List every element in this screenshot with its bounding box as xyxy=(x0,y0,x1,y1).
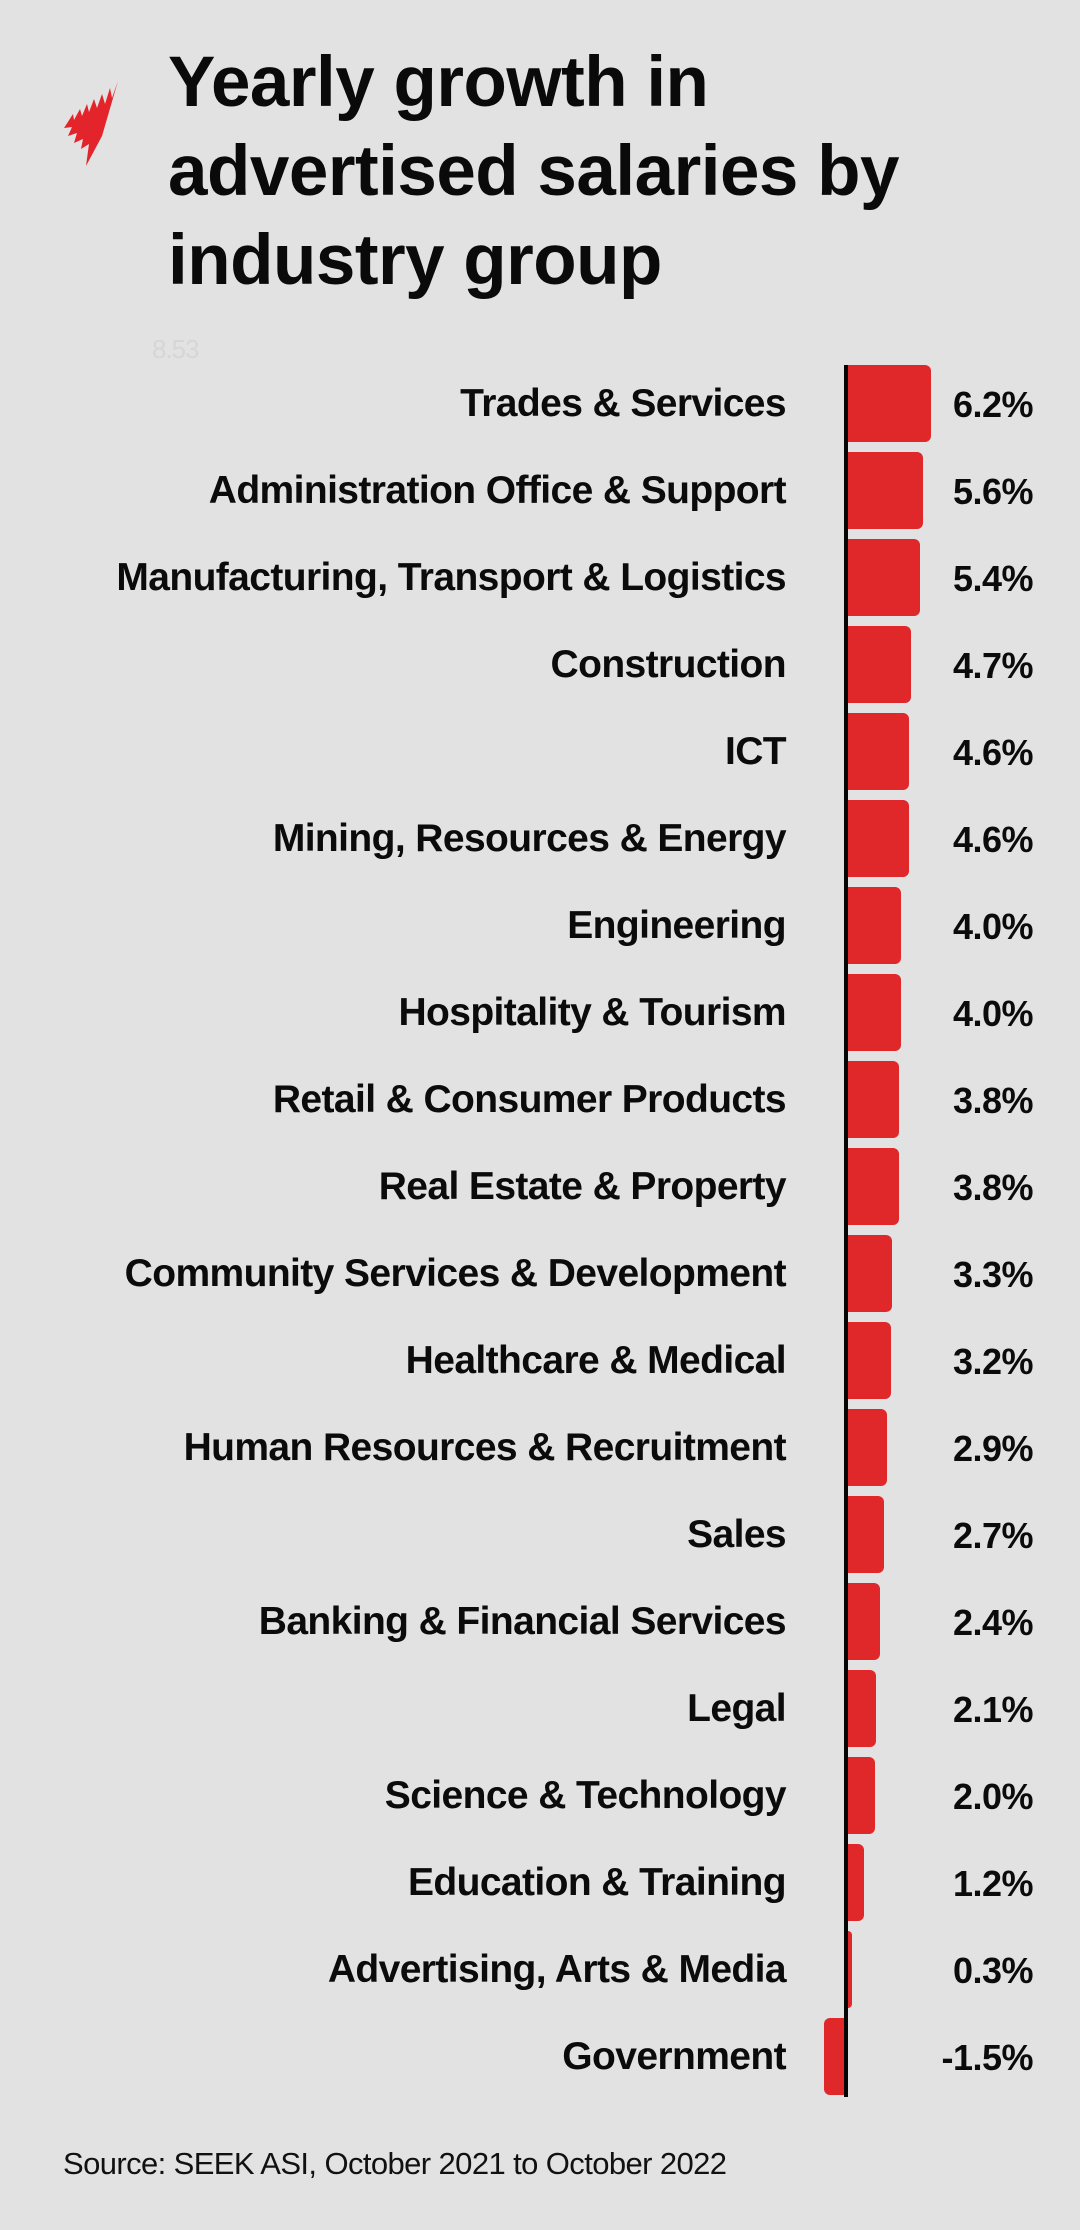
bar xyxy=(848,713,910,790)
value-label: 5.4% xyxy=(952,558,1034,599)
value-label: 2.4% xyxy=(952,1602,1034,1643)
category-label: Engineering xyxy=(567,904,786,947)
bar-row: Education & Training 1.2% xyxy=(0,1844,1080,1921)
value-label: 3.2% xyxy=(952,1341,1034,1382)
category-label: Science & Technology xyxy=(384,1774,787,1817)
category-label: Banking & Financial Services xyxy=(258,1600,787,1643)
bar-row: Retail & Consumer Products 3.8% xyxy=(0,1061,1080,1138)
bar xyxy=(848,1061,899,1138)
bar xyxy=(848,1931,852,2008)
bar-row: Administration Office & Support 5.6% xyxy=(0,452,1080,529)
value-label: 2.0% xyxy=(952,1776,1034,1817)
bar-row: Government -1.5% xyxy=(0,2018,1080,2095)
value-label: 4.6% xyxy=(952,732,1034,773)
bar xyxy=(848,1844,865,1921)
category-label: Trades & Services xyxy=(460,382,786,425)
chart-title: Yearly growth in advertised salaries by … xyxy=(168,43,900,300)
category-label: Administration Office & Support xyxy=(208,469,787,512)
value-label: 2.1% xyxy=(952,1689,1034,1730)
value-label: 6.2% xyxy=(952,384,1034,425)
bar-row: Legal 2.1% xyxy=(0,1670,1080,1747)
bar xyxy=(848,800,910,877)
bar xyxy=(823,2018,844,2095)
category-label: Hospitality & Tourism xyxy=(398,991,786,1034)
bar-row: Hospitality & Tourism 4.0% xyxy=(0,974,1080,1051)
bar-row: ICT 4.6% xyxy=(0,713,1080,790)
zero-axis-line xyxy=(844,365,848,2097)
bar xyxy=(848,1670,877,1747)
bar xyxy=(848,1757,875,1834)
bar-row: Science & Technology 2.0% xyxy=(0,1757,1080,1834)
bar xyxy=(848,452,923,529)
category-label: Manufacturing, Transport & Logistics xyxy=(116,556,786,599)
value-label: 1.2% xyxy=(952,1863,1034,1904)
category-label: Construction xyxy=(550,643,787,686)
value-label: -1.5% xyxy=(941,2037,1033,2078)
source-note: Source: SEEK ASI, October 2021 to Octobe… xyxy=(63,2146,727,2181)
bar xyxy=(848,1496,885,1573)
value-label: 4.0% xyxy=(952,993,1034,1034)
category-label: Mining, Resources & Energy xyxy=(272,817,787,860)
bar xyxy=(848,626,911,703)
bar xyxy=(848,365,931,442)
category-label: Community Services & Development xyxy=(124,1252,787,1295)
sbs-logo-icon xyxy=(64,81,118,166)
category-label: Government xyxy=(562,2035,786,2078)
bar xyxy=(848,1235,893,1312)
value-label: 3.8% xyxy=(952,1080,1034,1121)
value-label: 0.3% xyxy=(952,1950,1034,1991)
value-label: 4.7% xyxy=(952,645,1034,686)
bar-row: Advertising, Arts & Media 0.3% xyxy=(0,1931,1080,2008)
ghost-text: 8.53 xyxy=(152,334,200,364)
value-label: 4.0% xyxy=(952,906,1034,947)
value-label: 4.6% xyxy=(952,819,1034,860)
bar xyxy=(848,1583,881,1660)
category-label: Advertising, Arts & Media xyxy=(327,1948,787,1991)
category-label: Real Estate & Property xyxy=(378,1165,787,1208)
value-label: 5.6% xyxy=(952,471,1034,512)
bar-row: Sales 2.7% xyxy=(0,1496,1080,1573)
bar-row: Construction 4.7% xyxy=(0,626,1080,703)
bar-row: Real Estate & Property 3.8% xyxy=(0,1148,1080,1225)
bar-row: Banking & Financial Services 2.4% xyxy=(0,1583,1080,1660)
bar xyxy=(848,539,921,616)
category-label: ICT xyxy=(724,730,787,773)
bar-row: Healthcare & Medical 3.2% xyxy=(0,1322,1080,1399)
bar xyxy=(848,1322,891,1399)
value-label: 3.8% xyxy=(952,1167,1034,1208)
bar-row: Engineering 4.0% xyxy=(0,887,1080,964)
bar xyxy=(848,1409,887,1486)
category-label: Human Resources & Recruitment xyxy=(183,1426,787,1469)
bar xyxy=(848,974,902,1051)
bar xyxy=(848,887,902,964)
bar-row: Trades & Services 6.2% xyxy=(0,365,1080,442)
value-label: 2.9% xyxy=(952,1428,1034,1469)
category-label: Legal xyxy=(687,1687,786,1730)
bar-row: Human Resources & Recruitment 2.9% xyxy=(0,1409,1080,1486)
category-label: Education & Training xyxy=(407,1861,787,1904)
value-label: 3.3% xyxy=(952,1254,1034,1295)
category-label: Retail & Consumer Products xyxy=(272,1078,787,1121)
value-label: 2.7% xyxy=(952,1515,1034,1556)
category-label: Healthcare & Medical xyxy=(405,1339,787,1382)
bar xyxy=(848,1148,899,1225)
category-label: Sales xyxy=(687,1513,787,1556)
bar-row: Community Services & Development 3.3% xyxy=(0,1235,1080,1312)
bar-row: Mining, Resources & Energy 4.6% xyxy=(0,800,1080,877)
bar-row: Manufacturing, Transport & Logistics 5.4% xyxy=(0,539,1080,616)
